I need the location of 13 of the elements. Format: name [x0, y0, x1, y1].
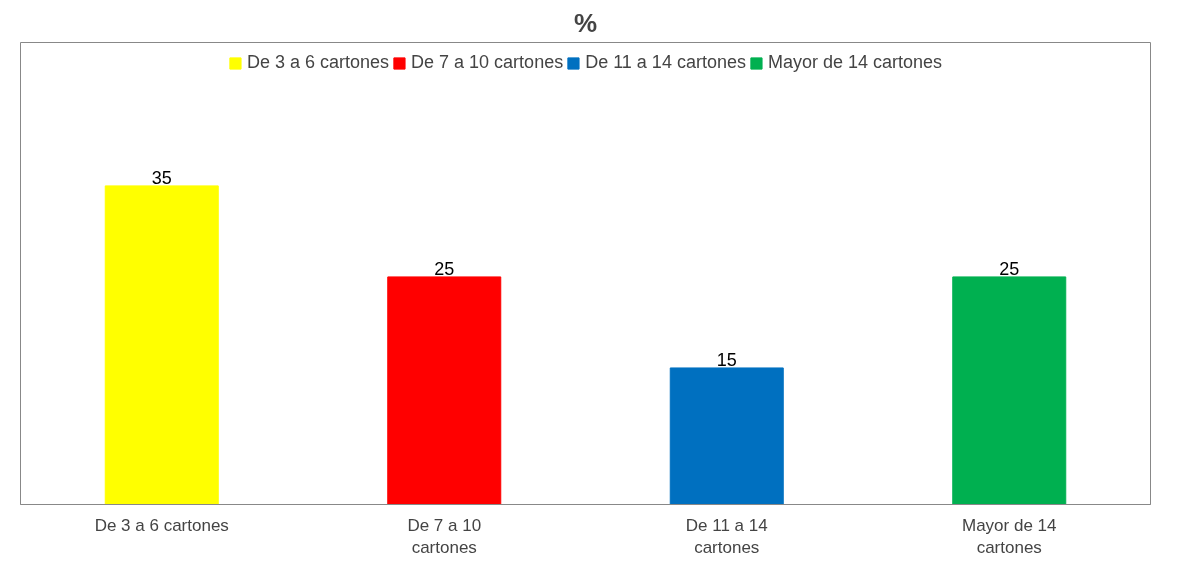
data-label: 35: [151, 167, 172, 188]
data-label: 15: [716, 349, 737, 370]
x-tick-label: De 3 a 6 cartones: [94, 515, 229, 535]
x-tick-label: De 11 a 14 cartones: [685, 515, 768, 558]
legend-label: De 11 a 14 cartones: [585, 52, 746, 73]
data-label: 25: [999, 258, 1020, 279]
data-label: 25: [434, 258, 455, 279]
chart-title: %: [573, 7, 598, 38]
legend-label: De 3 a 6 cartones: [246, 52, 390, 73]
x-tick-label: Mayor de 14 cartones: [962, 515, 1057, 558]
x-tick-label: De 7 a 10 cartones: [407, 515, 482, 558]
legend-label: De 7 a 10 cartones: [411, 52, 564, 73]
legend-label: Mayor de 14 cartones: [767, 52, 943, 73]
